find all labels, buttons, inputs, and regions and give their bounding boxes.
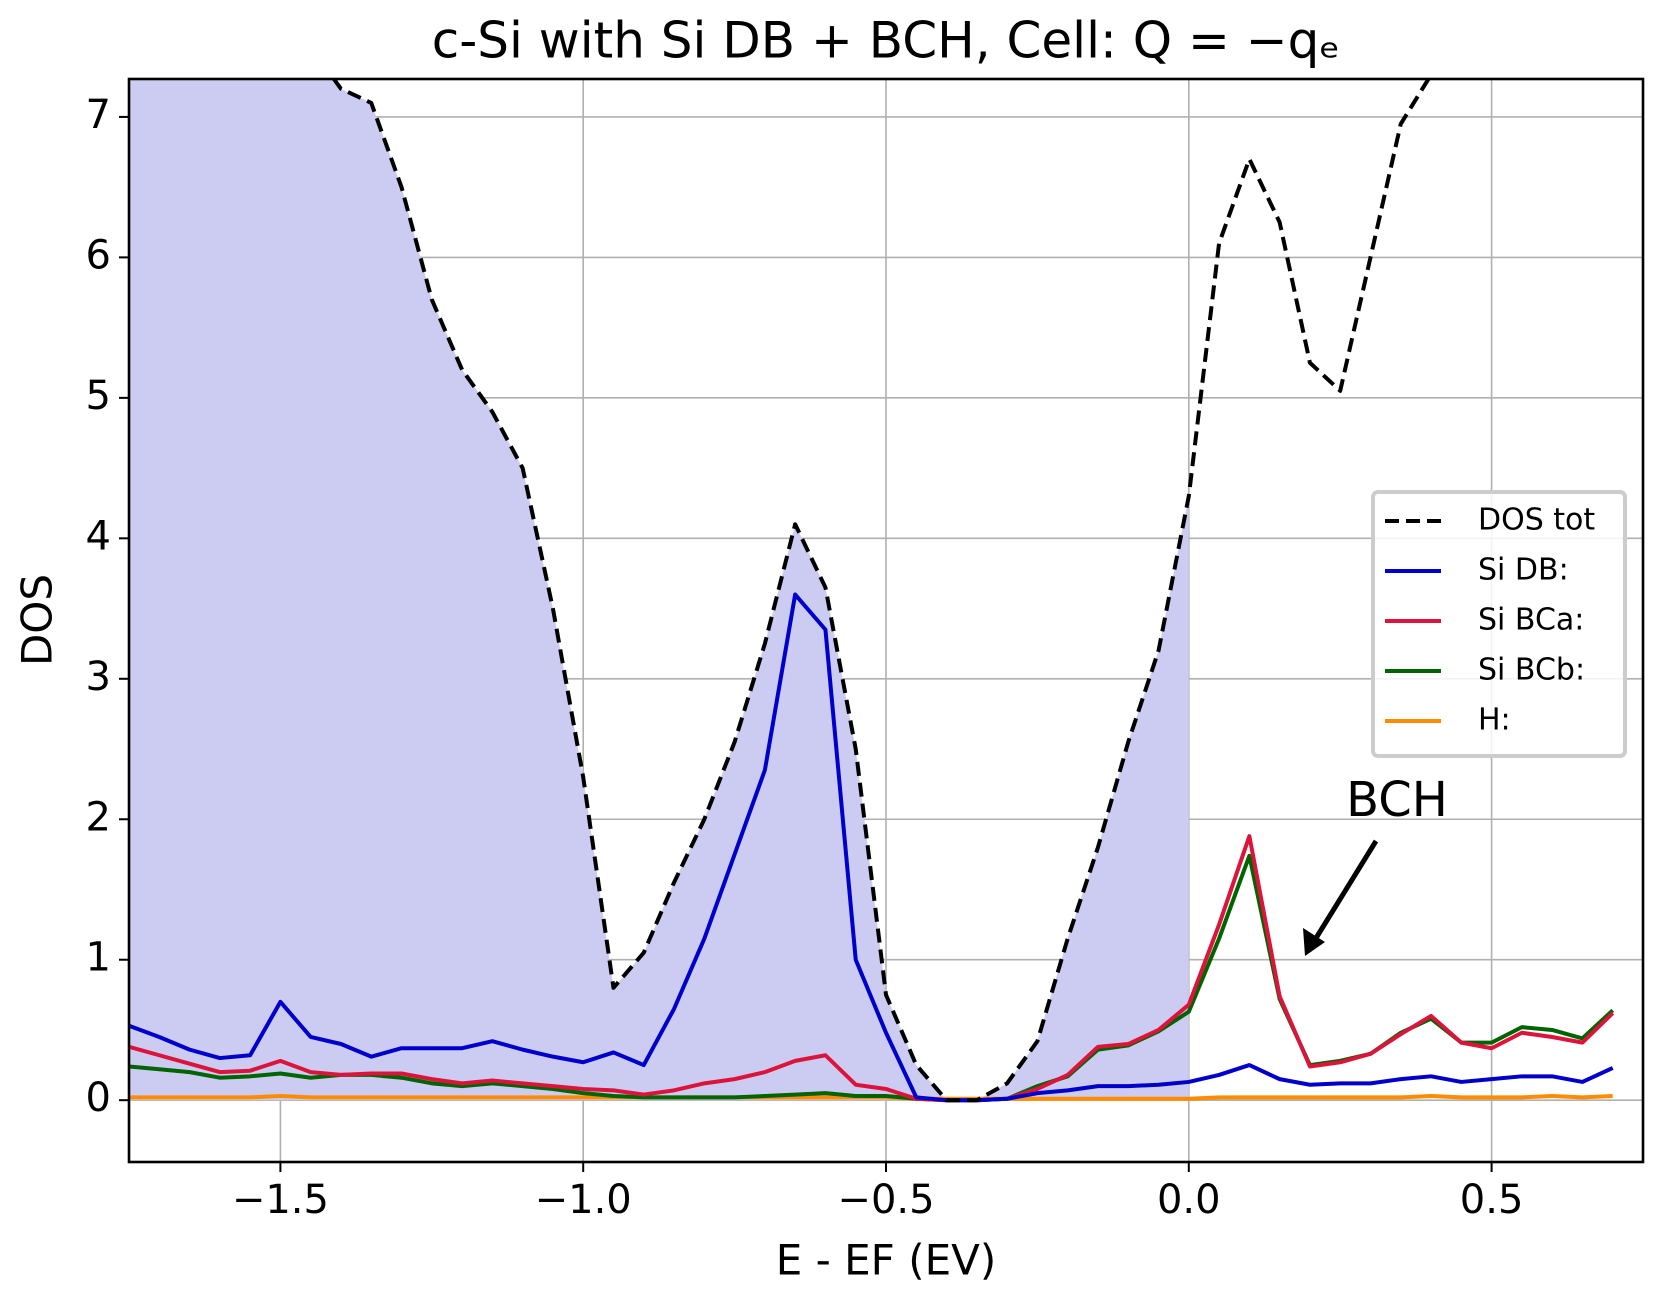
ticks: −1.5 −1.0 −0.5 0.0 0.5 0 1 2 3 4 5 6 7 [86, 92, 1524, 1223]
x-tick-label: 0.0 [1157, 1177, 1221, 1223]
legend-box [1371, 490, 1627, 758]
legend-label: Si DB: [1478, 553, 1569, 588]
y-tick-label: 3 [86, 654, 111, 700]
y-axis-label: DOS [13, 574, 62, 666]
series-line [129, 592, 1614, 1103]
area-fill [129, 79, 1189, 1101]
chart-title: c-Si with Si DB + BCH, Cell: Q = −qₑ [432, 12, 1340, 70]
legend-label: Si BCb: [1478, 653, 1585, 688]
x-tick-label: 0.5 [1460, 1177, 1524, 1223]
x-tick-label: −0.5 [837, 1177, 934, 1223]
y-tick-label: 2 [86, 794, 111, 840]
legend-label: DOS tot [1478, 503, 1595, 538]
annotation-arrowhead [1303, 928, 1325, 956]
series-line [331, 79, 1431, 1103]
series-line [129, 834, 1615, 1103]
legend-label: Si BCa: [1478, 603, 1584, 638]
y-tick-label: 7 [86, 92, 111, 138]
x-tick-label: −1.5 [232, 1177, 329, 1223]
y-tick-label: 4 [86, 513, 111, 559]
y-tick-label: 0 [86, 1075, 111, 1121]
annotation-arrow [1310, 839, 1379, 945]
plot-area [129, 79, 1615, 1103]
legend-label: H: [1478, 703, 1511, 738]
y-tick-label: 6 [86, 232, 111, 278]
x-tick-label: −1.0 [535, 1177, 632, 1223]
legend: DOS tot Si DB: Si BCa: Si BCb: H: [1371, 490, 1627, 758]
x-axis-label: E - EF (EV) [776, 1236, 996, 1285]
annotation: BCH [1346, 772, 1448, 828]
y-tick-label: 5 [86, 373, 111, 419]
y-tick-label: 1 [86, 935, 111, 981]
